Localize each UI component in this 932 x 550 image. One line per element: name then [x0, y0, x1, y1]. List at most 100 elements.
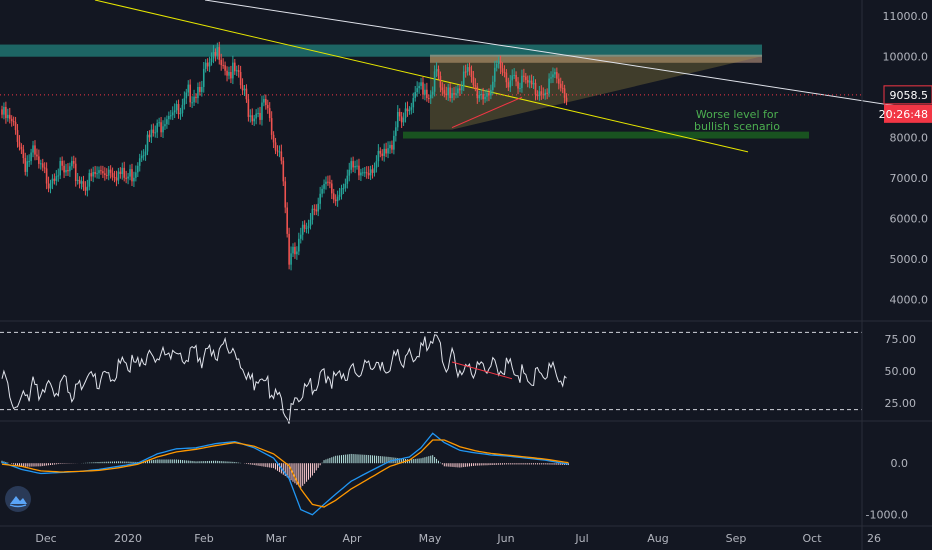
tradingview-logo[interactable]: [5, 486, 31, 512]
candle-body: [214, 52, 217, 56]
candle-body: [396, 111, 399, 128]
candle-body: [67, 169, 69, 172]
candle-body: [135, 172, 137, 178]
candle-body: [480, 93, 482, 96]
rsi-tick-label: 50.00: [885, 365, 917, 378]
candle-body: [181, 104, 184, 114]
candle-body: [303, 224, 306, 229]
candle-body: [544, 92, 546, 96]
candle-body: [86, 186, 89, 191]
rsi-divergence-line: [451, 361, 513, 380]
annotation-text: bullish scenario: [694, 120, 780, 133]
time-tick-label: May: [419, 532, 442, 545]
candle-body: [125, 177, 127, 179]
candle-body: [185, 92, 188, 99]
support-zone: [403, 131, 809, 139]
candle-body: [71, 161, 73, 167]
candle-body: [183, 98, 186, 105]
time-tick-label: Apr: [342, 532, 362, 545]
candle-body: [336, 196, 339, 202]
candle-body: [160, 122, 162, 133]
candle-body: [398, 111, 401, 117]
candle-body: [156, 123, 158, 133]
candle-body: [107, 169, 110, 176]
candle-body: [257, 112, 259, 114]
macd-pane[interactable]: [1, 432, 569, 516]
candle-body: [158, 122, 160, 124]
price-tick-label: 6000.0: [890, 213, 929, 226]
candle-body: [348, 169, 351, 176]
candle-body: [218, 47, 221, 60]
candle-body: [80, 181, 83, 184]
macd-tick-label: 0.0: [891, 457, 909, 470]
candle-body: [131, 169, 133, 182]
candle-body: [72, 161, 75, 164]
price-tick-label: 4000.0: [890, 294, 929, 307]
macd-tick-label: -1000.0: [866, 509, 908, 522]
candle-body: [532, 82, 535, 85]
candle-body: [94, 172, 96, 174]
candle-body: [457, 88, 459, 94]
candle-body: [334, 199, 337, 202]
time-tick-label: Feb: [194, 532, 213, 545]
candle-body: [22, 149, 25, 159]
candle-body: [171, 112, 174, 116]
candle-body: [272, 134, 275, 143]
candle-body: [385, 148, 387, 154]
time-tick-label: Dec: [35, 532, 56, 545]
candle-body: [422, 82, 424, 95]
candle-body: [208, 62, 211, 67]
candle-body: [548, 78, 550, 94]
candle-body: [387, 148, 389, 154]
candle-body: [69, 166, 71, 172]
candle-body: [515, 74, 517, 82]
candle-body: [435, 69, 438, 72]
candle-body: [142, 155, 145, 157]
candle-body: [63, 165, 65, 173]
candle-body: [439, 75, 442, 88]
candle-body: [138, 158, 141, 166]
price-tick-label: 10000.0: [883, 51, 929, 64]
time-tick-label: 2020: [114, 532, 142, 545]
candle-body: [232, 62, 234, 79]
candle-body: [7, 114, 9, 119]
candle-body: [565, 97, 568, 102]
candle-body: [311, 208, 314, 220]
candle-body: [137, 165, 139, 173]
time-tick-label: Jun: [496, 532, 514, 545]
candle-body: [261, 102, 263, 120]
candle-body: [459, 88, 461, 91]
candle-body: [383, 148, 385, 156]
candle-body: [220, 59, 223, 66]
candle-body: [416, 88, 418, 93]
candle-body: [505, 72, 508, 83]
candle-body: [53, 178, 56, 181]
candle-body: [441, 87, 444, 91]
candle-body: [449, 87, 451, 99]
candle-body: [76, 179, 79, 181]
candle-body: [206, 62, 209, 67]
candle-body: [344, 183, 347, 189]
candle-body: [490, 89, 492, 96]
candle-body: [563, 88, 566, 98]
candle-body: [393, 135, 395, 150]
last-price-label: 9058.5: [890, 89, 929, 102]
candle-body: [556, 72, 558, 79]
candle-body: [168, 116, 170, 120]
candle-body: [451, 93, 453, 99]
candle-body: [356, 165, 358, 167]
candle-body: [230, 71, 232, 79]
candle-body: [263, 98, 265, 103]
candle-body: [228, 71, 230, 76]
candle-body: [189, 84, 191, 103]
candle-body: [321, 188, 323, 194]
rsi-pane[interactable]: [0, 331, 862, 424]
rsi-line: [1, 334, 567, 424]
candle-body: [317, 203, 320, 212]
candle-body: [266, 105, 269, 109]
candle-body: [18, 141, 21, 147]
candle-body: [78, 179, 81, 184]
